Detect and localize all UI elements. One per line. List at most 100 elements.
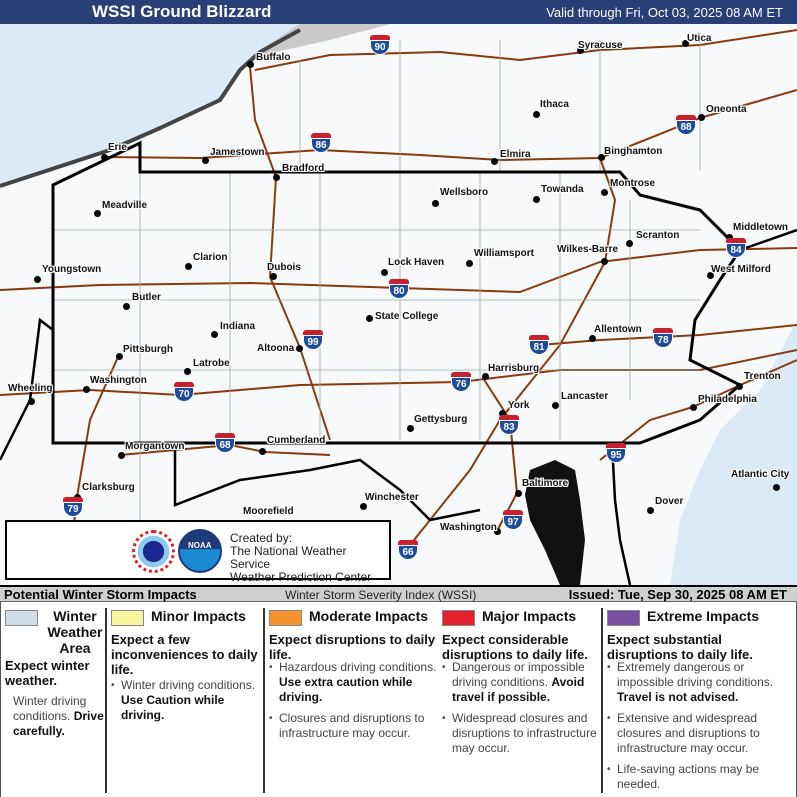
index-name: Winter Storm Severity Index (WSSI) (285, 588, 477, 602)
interstate-shield-icon: 88 (676, 115, 696, 135)
legend-swatch (269, 610, 302, 626)
city-dot (533, 111, 540, 118)
city-label: Cumberland (267, 435, 326, 446)
county-lines (53, 40, 701, 560)
city-label: Wellsboro (440, 187, 489, 198)
legend-bullet: Winter driving conditions. Use Caution w… (111, 678, 263, 723)
legend-swatch (607, 610, 640, 626)
lake-shore (0, 28, 301, 188)
city-label: Atlantic City (731, 469, 790, 480)
interstate-shield-icon: 76 (451, 372, 471, 392)
interstate-shield-icon: 70 (174, 382, 194, 402)
city-label: Binghamton (604, 146, 663, 157)
city-dot (494, 528, 501, 535)
city-label: State College (375, 311, 439, 322)
interstate-shield-icon: 81 (529, 335, 549, 355)
legend-bullet: Extensive and widespread closures and di… (607, 711, 793, 756)
city-dot (184, 368, 191, 375)
city-label: Washington (440, 522, 497, 533)
city-dot (202, 157, 209, 164)
city-dot (185, 263, 192, 270)
city-label: Butler (132, 292, 161, 303)
city-label: Allentown (594, 324, 642, 335)
legend-bullet: Life-saving actions may be needed. (607, 762, 793, 792)
legend-category: Extreme Impacts (647, 608, 760, 624)
interstate-shield-icon: 79 (63, 497, 83, 517)
city-dot (28, 398, 35, 405)
map-area[interactable]: Syracuse Utica Buffalo Ithaca Oneonta Erie Jam… (0, 24, 797, 585)
interstate-shield-icon: 99 (303, 330, 323, 350)
city-dot (598, 154, 605, 161)
legend-expectation: Expect substantial disruptions to daily … (607, 632, 753, 662)
city-dot (726, 234, 733, 241)
noaa-logo: NOAA (178, 529, 222, 573)
interstate-shield-icon: 66 (398, 540, 418, 560)
interstate-shield-icon: 97 (503, 510, 523, 530)
legend-divider (263, 608, 265, 793)
header-bar: WSSI Ground Blizzard Valid through Fri, … (0, 0, 797, 24)
city-dot (211, 331, 218, 338)
legend-category: Winter Weather Area (47, 608, 103, 656)
city-label: Youngstown (42, 264, 102, 275)
legend-bullet: Dangerous or impossible driving conditio… (442, 660, 602, 705)
city-dot (482, 373, 489, 380)
legend-bullet: Winter driving conditions. Drive careful… (13, 694, 104, 738)
city-dot (601, 258, 608, 265)
city-label: Winchester (365, 492, 419, 503)
city-label: Trenton (744, 371, 781, 382)
city-dot (247, 61, 254, 68)
city-label: Indiana (220, 321, 256, 332)
city-label: Philadelphia (698, 394, 757, 405)
legend-divider (105, 608, 107, 793)
city-label: Wilkes-Barre (557, 244, 619, 255)
interstate-shield-icon: 84 (726, 238, 746, 258)
city-label: Washington (90, 375, 147, 386)
city-label: West Milford (711, 264, 771, 275)
city-label: Montrose (610, 178, 655, 189)
lake-erie-ontario (0, 24, 300, 186)
city-dot (259, 448, 266, 455)
city-dot (94, 210, 101, 217)
legend-swatch (442, 610, 475, 626)
city-label: Latrobe (193, 358, 230, 369)
city-dot (626, 240, 633, 247)
city-label: Meadville (102, 200, 148, 211)
city-dot (432, 200, 439, 207)
legend-minor-impacts: Minor Impacts Expect a few inconveniences… (111, 606, 263, 791)
legend-expectation: Expect considerable disruptions to daily… (442, 632, 588, 662)
city-dot (707, 272, 714, 279)
city-label: Oneonta (706, 104, 747, 115)
interstate-shield-icon: 90 (370, 35, 390, 55)
map-title: WSSI Ground Blizzard (92, 2, 272, 21)
legend-category: Major Impacts (482, 608, 577, 624)
city-dot (270, 273, 277, 280)
nws-logo (132, 530, 175, 573)
city-label: Clarion (193, 252, 228, 263)
city-dot (123, 303, 130, 310)
legend-expectation: Expect disruptions to daily life. (269, 632, 436, 662)
legend-bullet: Closures and disruptions to infrastructu… (269, 711, 437, 741)
chesapeake-bay (525, 460, 585, 585)
interstate-shield-icon: 86 (311, 133, 331, 153)
city-dot (273, 174, 280, 181)
city-label: Baltimore (522, 478, 569, 489)
valid-time: Valid through Fri, Oct 03, 2025 08 AM ET (546, 5, 783, 20)
legend-extreme-impacts: Extreme Impacts Expect substantial disrup… (607, 606, 793, 791)
city-dot (589, 335, 596, 342)
legend-category: Minor Impacts (151, 608, 246, 624)
legend-expectation: Expect winter weather. (5, 658, 90, 688)
city-dot (601, 189, 608, 196)
city-dot (360, 503, 367, 510)
city-label: Moorefield (243, 506, 294, 517)
city-dot (83, 386, 90, 393)
credit-box: NOAA Created by: The National Weather Se… (5, 520, 391, 584)
city-label: Jamestown (210, 147, 265, 158)
city-label: Dover (655, 496, 684, 507)
city-label: Ithaca (540, 99, 569, 110)
city-dot (116, 353, 123, 360)
city-dot (773, 484, 780, 491)
pennsylvania-border (51, 140, 743, 445)
city-dot (296, 345, 303, 352)
legend-title: Potential Winter Storm Impacts (4, 587, 197, 602)
city-label: Lancaster (561, 391, 609, 402)
